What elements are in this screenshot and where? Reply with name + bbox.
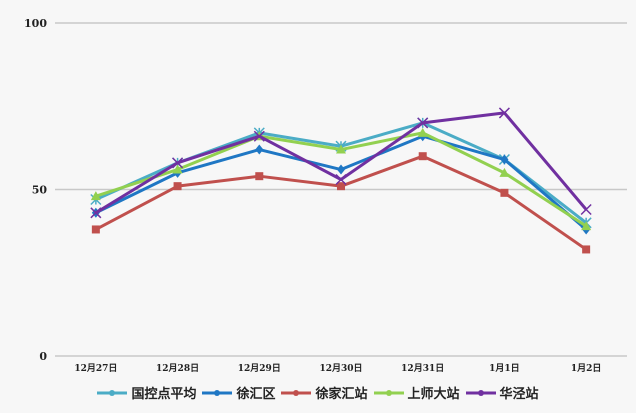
x-tick-label: 1月2日 <box>571 363 602 374</box>
legend-item: 上师大站 <box>373 383 460 402</box>
legend-item: 国控点平均 <box>97 383 196 402</box>
data-point <box>499 167 510 177</box>
x-tick-label: 12月28日 <box>156 363 199 374</box>
data-point <box>581 221 592 231</box>
legend-label: 上师大站 <box>407 387 460 402</box>
data-point <box>253 130 265 142</box>
x-tick-label: 1月1日 <box>489 363 520 374</box>
data-point <box>582 245 591 254</box>
x-tick-label: 12月31日 <box>401 363 444 374</box>
x-tick-label: 12月30日 <box>319 363 362 374</box>
data-point <box>91 225 100 234</box>
data-point <box>255 144 264 155</box>
legend-swatch-icon <box>281 389 312 396</box>
data-point <box>172 157 184 169</box>
legend-label: 徐汇区 <box>236 387 276 402</box>
data-point <box>337 164 345 175</box>
y-tick-label: 100 <box>24 17 47 30</box>
data-point <box>335 173 347 186</box>
data-point <box>417 117 429 129</box>
data-point <box>90 207 102 219</box>
legend-item: 华泾站 <box>465 383 539 402</box>
data-point <box>336 144 346 154</box>
data-point <box>500 188 509 197</box>
y-tick-label: 50 <box>32 184 48 197</box>
legend-swatch-icon <box>465 389 496 396</box>
legend-swatch-icon <box>202 389 233 396</box>
data-point <box>418 152 427 161</box>
legend-label: 徐家汇站 <box>315 387 368 402</box>
x-tick-label: 12月27日 <box>74 363 117 374</box>
data-point <box>500 154 509 165</box>
legend-item: 徐汇区 <box>202 383 275 402</box>
legend-label: 国控点平均 <box>131 387 197 402</box>
x-tick-label: 12月29日 <box>238 363 281 374</box>
data-point <box>172 164 183 174</box>
data-point <box>337 182 345 191</box>
legend: 国控点平均 徐汇区 徐家汇站 上师大站 华泾站 <box>0 383 636 402</box>
legend-item: 徐家汇站 <box>281 383 368 402</box>
legend-swatch-icon <box>373 389 404 396</box>
data-point <box>173 182 182 191</box>
data-point <box>417 127 428 137</box>
data-point <box>255 172 264 181</box>
y-tick-label: 0 <box>39 350 47 363</box>
legend-swatch-icon <box>97 389 128 396</box>
legend-label: 华泾站 <box>499 387 539 402</box>
data-point <box>580 203 592 216</box>
data-point <box>90 191 101 201</box>
data-point <box>498 107 510 119</box>
